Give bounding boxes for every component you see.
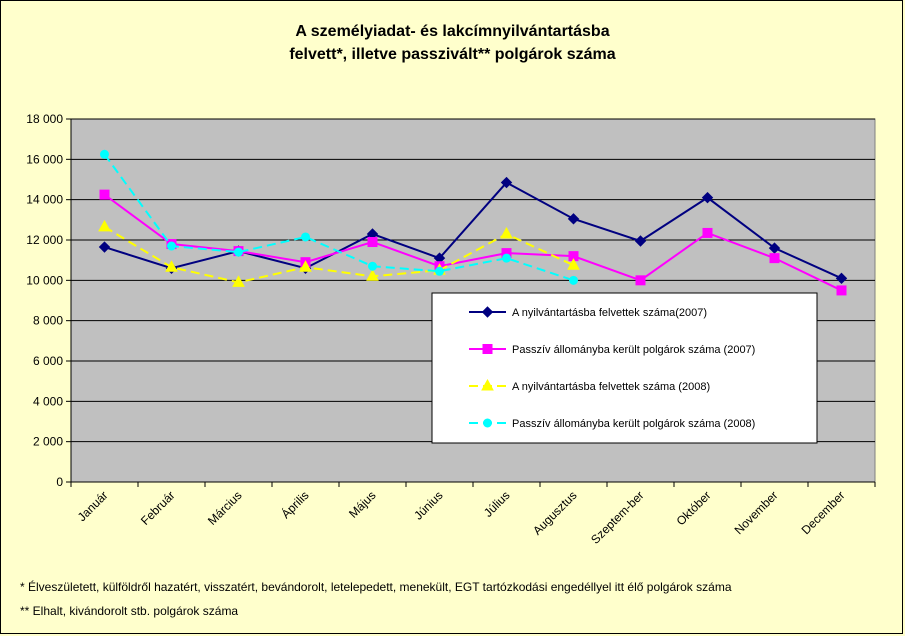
series-2-point bbox=[836, 285, 847, 296]
chart-title-line-1: A személyiadat- és lakcímnyilvántartásba bbox=[295, 23, 610, 40]
series-4-point bbox=[167, 241, 176, 251]
series-1-point bbox=[768, 242, 781, 254]
series-3-point bbox=[299, 260, 312, 272]
y-tick-label: 8 000 bbox=[33, 314, 63, 328]
x-tick-label: Szeptem-ber bbox=[588, 488, 646, 546]
series-4-point bbox=[301, 232, 310, 242]
x-tick-label: Február bbox=[138, 488, 178, 528]
series-4-point bbox=[234, 247, 243, 257]
x-tick-label: Július bbox=[481, 488, 513, 520]
legend-label-2: Passzív állományba került polgárok száma… bbox=[512, 344, 755, 356]
legend-marker-4 bbox=[483, 418, 492, 428]
series-2-point bbox=[769, 253, 780, 264]
y-tick-label: 0 bbox=[56, 475, 63, 489]
legend-marker-3 bbox=[481, 378, 494, 391]
series-line-3 bbox=[103, 226, 574, 284]
x-tick-label: Május bbox=[346, 488, 379, 521]
series-3-point bbox=[98, 219, 111, 232]
series-1-point bbox=[835, 272, 848, 285]
x-tick-label: November bbox=[732, 488, 781, 537]
series-2-point bbox=[702, 227, 713, 238]
series-4-point bbox=[100, 149, 109, 159]
series-4-point bbox=[368, 261, 377, 271]
footnote-2: ** Elhalt, kivándorolt stb. polgárok szá… bbox=[20, 604, 239, 618]
series-3-point bbox=[366, 269, 379, 281]
legend-label-4: Passzív állományba került polgárok száma… bbox=[512, 418, 755, 430]
chart-title: A személyiadat- és lakcímnyilvántartásba… bbox=[0, 20, 905, 66]
series-line-1 bbox=[104, 181, 842, 280]
series-2-point bbox=[367, 237, 378, 248]
legend-marker-1 bbox=[481, 306, 494, 318]
series-3-point bbox=[165, 260, 178, 272]
series-1-point bbox=[500, 176, 513, 189]
footnote-1: * Élveszületett, külföldről hazatért, vi… bbox=[20, 580, 732, 594]
legend-label-3: A nyilvántartásba felvettek száma (2008) bbox=[512, 381, 710, 393]
series-line-4 bbox=[103, 153, 574, 282]
y-tick-label: 6 000 bbox=[33, 354, 63, 368]
legend-marker-2 bbox=[482, 344, 493, 354]
y-tick-label: 18 000 bbox=[26, 112, 63, 126]
y-tick-label: 4 000 bbox=[33, 394, 63, 408]
series-1-point bbox=[701, 191, 714, 204]
x-tick-label: Október bbox=[674, 488, 714, 528]
x-tick-label: December bbox=[799, 488, 848, 537]
series-line-2 bbox=[103, 193, 842, 292]
series-1-point bbox=[567, 213, 580, 225]
series-4-point bbox=[502, 253, 511, 263]
series-4-point bbox=[435, 266, 444, 276]
series-3-point bbox=[232, 275, 245, 287]
series-1-point bbox=[634, 235, 647, 247]
legend-box bbox=[431, 292, 818, 444]
y-tick-label: 2 000 bbox=[33, 435, 63, 449]
series-3-point bbox=[567, 258, 580, 270]
legend-label-1: A nyilvántartásba felvettek száma(2007) bbox=[512, 307, 707, 319]
series-4-point bbox=[569, 275, 578, 285]
x-tick-label: Augusztus bbox=[530, 488, 580, 538]
x-tick-label: Január bbox=[75, 488, 111, 524]
x-tick-label: Április bbox=[278, 488, 312, 522]
y-tick-label: 16 000 bbox=[26, 152, 63, 166]
y-tick-label: 10 000 bbox=[26, 273, 63, 287]
x-tick-label: Március bbox=[205, 488, 245, 528]
y-tick-label: 12 000 bbox=[26, 233, 63, 247]
y-tick-label: 14 000 bbox=[26, 193, 63, 207]
series-2-point bbox=[99, 189, 110, 200]
series-1-point bbox=[98, 241, 111, 253]
x-tick-label: Június bbox=[411, 488, 445, 522]
series-3-point bbox=[500, 226, 513, 239]
series-2-point bbox=[635, 275, 646, 286]
chart-title-line-2: felvett*, illetve passzivált** polgárok … bbox=[289, 46, 616, 63]
